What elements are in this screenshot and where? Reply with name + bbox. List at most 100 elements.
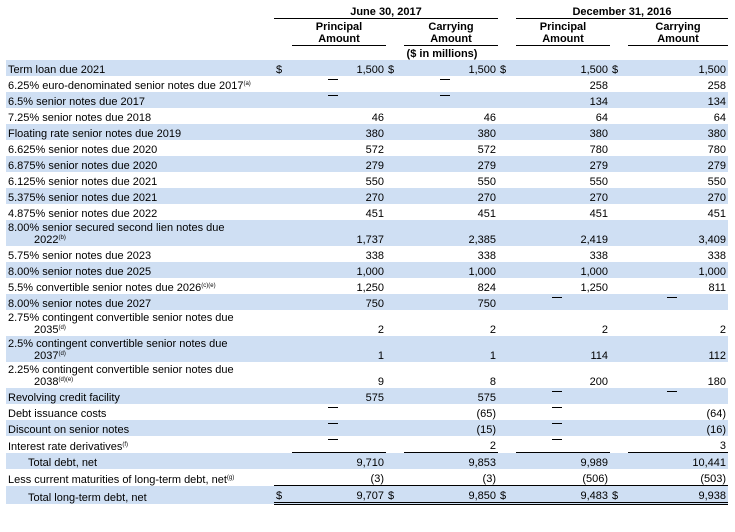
currency-symbol bbox=[498, 76, 516, 92]
currency-symbol bbox=[386, 420, 404, 436]
value-cell: — bbox=[292, 436, 386, 453]
currency-symbol bbox=[274, 452, 292, 469]
currency-symbol bbox=[274, 388, 292, 404]
currency-symbol bbox=[386, 188, 404, 204]
table-row: 5.75% senior notes due 2023 338 338 338 338 bbox=[6, 246, 728, 262]
value-cell: 451 bbox=[589, 208, 608, 220]
currency-symbol bbox=[274, 204, 292, 220]
currency-symbol bbox=[274, 404, 292, 420]
footnote-marker: (f) bbox=[122, 441, 129, 448]
value-cell: 2 bbox=[489, 324, 496, 336]
dash-mark: — bbox=[552, 391, 562, 404]
currency-symbol bbox=[610, 436, 628, 453]
value-cell: — bbox=[516, 294, 610, 310]
value-cell: 3 bbox=[628, 436, 728, 453]
currency-symbol bbox=[610, 156, 628, 172]
currency-symbol bbox=[498, 362, 516, 388]
currency-symbol: $ bbox=[610, 485, 628, 505]
currency-symbol bbox=[498, 420, 516, 436]
table-row: 6.5% senior notes due 2017 — — 134 134 bbox=[6, 92, 728, 108]
value-cell: 9,850 bbox=[404, 485, 498, 505]
currency-symbol bbox=[386, 76, 404, 92]
value-cell: — bbox=[628, 294, 728, 310]
row-label: 6.125% senior notes due 2021 bbox=[8, 176, 158, 188]
value-cell: 180 bbox=[707, 376, 726, 388]
currency-symbol: $ bbox=[386, 60, 404, 76]
currency-symbol bbox=[498, 310, 516, 336]
dash-mark: — bbox=[440, 79, 450, 92]
currency-symbol bbox=[386, 469, 404, 486]
col-principal-2016: Principal Amount bbox=[516, 18, 610, 46]
value-cell: 258 bbox=[707, 80, 726, 92]
value-cell: 2 bbox=[377, 324, 384, 336]
row-label: 7.25% senior notes due 2018 bbox=[8, 112, 152, 124]
table-row: Total debt, net 9,710 9,853 9,989 10,441 bbox=[6, 452, 728, 469]
col-carrying-2017: Carrying Amount bbox=[404, 18, 498, 46]
currency-symbol bbox=[610, 452, 628, 469]
value-cell: — bbox=[292, 92, 386, 108]
currency-symbol bbox=[610, 188, 628, 204]
period-dec-2016: December 31, 2016 bbox=[516, 4, 728, 19]
value-cell: 200 bbox=[589, 376, 608, 388]
currency-symbol bbox=[274, 362, 292, 388]
currency-symbol bbox=[274, 469, 292, 486]
table-row: Floating rate senior notes due 2019 380 38… bbox=[6, 124, 728, 140]
currency-symbol bbox=[386, 452, 404, 469]
currency-symbol bbox=[274, 278, 292, 294]
currency-symbol bbox=[498, 172, 516, 188]
value-cell: 380 bbox=[292, 124, 386, 140]
value-cell: — bbox=[516, 436, 610, 453]
row-label: 6.5% senior notes due 2017 bbox=[6, 92, 274, 108]
value-cell: 572 bbox=[477, 144, 496, 156]
currency-symbol: $ bbox=[274, 485, 292, 505]
value-cell: 9,853 bbox=[404, 452, 498, 469]
dash-mark: — bbox=[552, 407, 562, 420]
currency-symbol bbox=[610, 262, 628, 278]
currency-symbol bbox=[498, 278, 516, 294]
row-label: Interest rate derivatives(f) bbox=[8, 440, 129, 453]
currency-symbol bbox=[274, 124, 292, 140]
value-cell: 279 bbox=[628, 156, 728, 172]
value-cell: 279 bbox=[404, 156, 498, 172]
value-cell: 338 bbox=[707, 250, 726, 262]
currency-symbol bbox=[274, 336, 292, 362]
value-cell: — bbox=[516, 420, 610, 436]
currency-symbol bbox=[274, 294, 292, 310]
value-cell: 64 bbox=[595, 112, 608, 124]
row-label: 2.25% contingent convertible senior note… bbox=[8, 364, 234, 388]
dash-mark: — bbox=[328, 423, 338, 436]
value-cell: 9 bbox=[377, 376, 384, 388]
table-row: 8.00% senior secured second lien notes d… bbox=[6, 220, 728, 246]
value-cell: 134 bbox=[628, 92, 728, 108]
value-cell: 8 bbox=[489, 376, 496, 388]
footnote-marker: (c)(e) bbox=[201, 283, 216, 289]
table-row: 4.875% senior notes due 2022 451 451 451 451 bbox=[6, 204, 728, 220]
value-cell: 780 bbox=[707, 144, 726, 156]
dash-mark: — bbox=[667, 391, 677, 404]
currency-symbol bbox=[498, 262, 516, 278]
row-label: 6.625% senior notes due 2020 bbox=[8, 144, 158, 156]
currency-symbol bbox=[274, 156, 292, 172]
currency-symbol bbox=[610, 204, 628, 220]
row-label: 2.75% contingent convertible senior note… bbox=[8, 312, 234, 336]
table-row: Discount on senior notes — (15) — (16) bbox=[6, 420, 728, 436]
table-row: 5.5% convertible senior notes due 2026(c… bbox=[6, 278, 728, 294]
currency-symbol bbox=[386, 92, 404, 108]
value-cell: 2 bbox=[404, 436, 498, 453]
currency-symbol bbox=[610, 220, 628, 246]
units-label: ($ in millions) bbox=[406, 48, 478, 60]
dash-mark: — bbox=[328, 95, 338, 108]
value-cell: 380 bbox=[628, 124, 728, 140]
value-cell: 1,000 bbox=[628, 262, 728, 278]
currency-symbol bbox=[610, 246, 628, 262]
value-cell: 2 bbox=[719, 324, 726, 336]
table-row: Term loan due 2021 $1,500 $1,500 $1,500 $1,5… bbox=[6, 60, 728, 76]
currency-symbol bbox=[274, 436, 292, 453]
currency-symbol bbox=[386, 140, 404, 156]
value-cell: 46 bbox=[371, 112, 384, 124]
value-cell: (65) bbox=[476, 408, 496, 420]
row-label: Revolving credit facility bbox=[6, 388, 274, 404]
value-cell: (506) bbox=[516, 469, 610, 486]
value-cell: 46 bbox=[483, 112, 496, 124]
